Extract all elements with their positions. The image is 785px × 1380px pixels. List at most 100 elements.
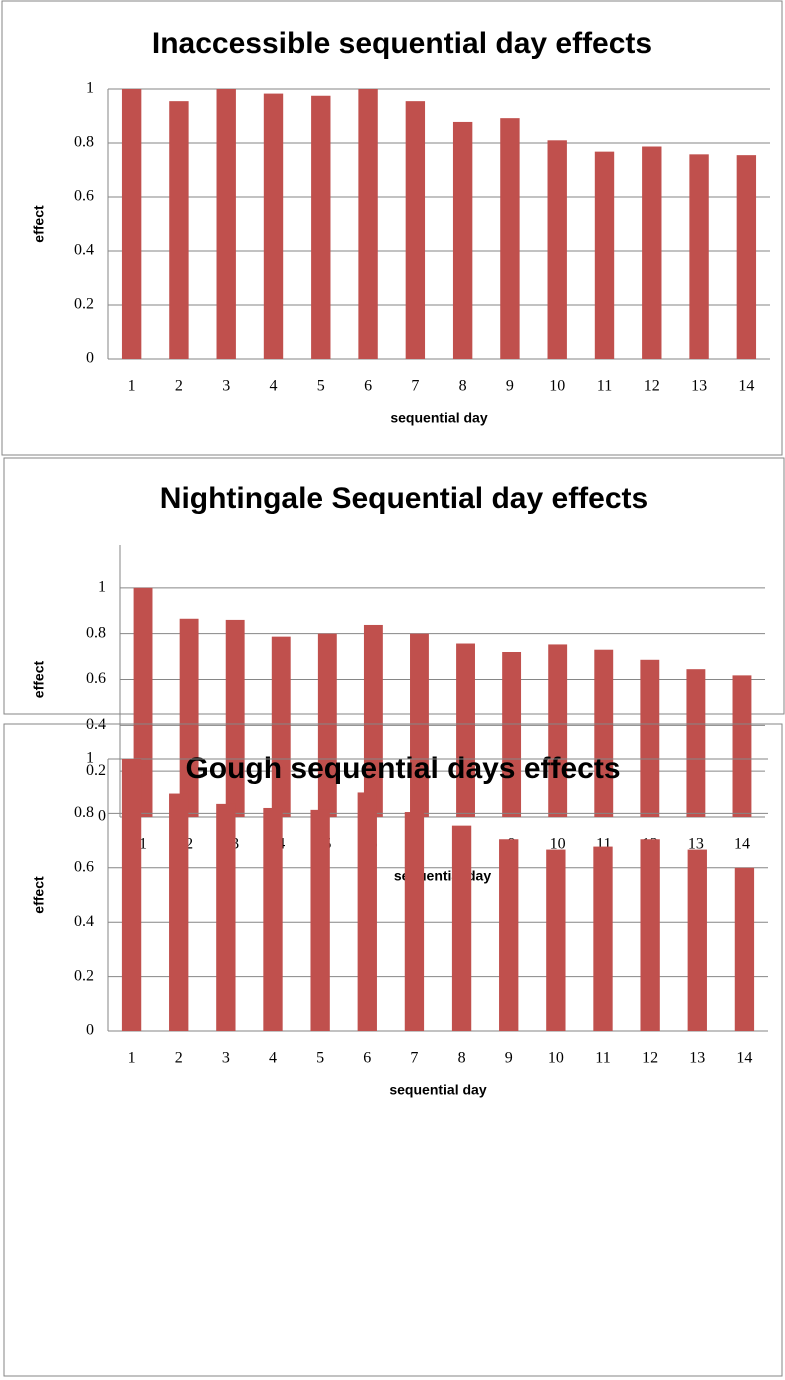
bar: [225, 619, 245, 817]
y-tick-label: 0: [86, 350, 94, 367]
bar: [121, 89, 142, 359]
x-tick-label: 11: [597, 378, 612, 395]
y-tick-label: 0.6: [74, 188, 94, 205]
bar: [456, 643, 475, 817]
x-tick-label: 13: [688, 836, 704, 853]
chart-title: Nightingale Sequential day effects: [160, 482, 648, 515]
bar: [594, 649, 614, 817]
bar: [271, 636, 291, 817]
bar: [687, 849, 707, 1031]
x-tick-label: 8: [458, 1050, 466, 1067]
x-tick-label: 2: [185, 836, 193, 853]
bar: [594, 151, 615, 359]
x-tick-label: 14: [736, 1050, 752, 1067]
x-tick-label: 9: [505, 1050, 513, 1067]
y-tick-label: 0.2: [74, 967, 94, 984]
y-tick-label: 0.4: [86, 716, 106, 733]
chart-border: [3, 457, 785, 715]
y-tick-label: 0.2: [86, 762, 106, 779]
x-tick-label: 2: [175, 1050, 183, 1067]
x-tick-label: 2: [175, 378, 183, 395]
x-tick-label: 10: [550, 836, 566, 853]
x-axis-label: sequential day: [389, 1082, 486, 1098]
x-tick-label: 14: [734, 836, 750, 853]
bar: [640, 839, 660, 1031]
y-tick-label: 0.8: [86, 624, 106, 641]
bar: [179, 618, 199, 817]
x-tick-label: 12: [644, 378, 660, 395]
bar: [734, 867, 755, 1031]
x-tick-label: 1: [128, 1050, 136, 1067]
x-tick-label: 13: [691, 378, 707, 395]
x-tick-label: 4: [270, 378, 278, 395]
x-tick-label: 11: [595, 1050, 610, 1067]
chart-title: Inaccessible sequential day effects: [152, 27, 652, 60]
x-tick-label: 5: [317, 378, 325, 395]
x-tick-label: 10: [548, 1050, 564, 1067]
y-axis-label: effect: [31, 660, 47, 698]
y-tick-label: 0.6: [74, 858, 94, 875]
y-axis-label: effect: [31, 205, 47, 243]
bar: [546, 849, 566, 1031]
x-tick-label: 7: [411, 378, 419, 395]
bar: [363, 624, 383, 817]
y-tick-label: 0: [86, 1022, 94, 1039]
bar: [311, 95, 331, 359]
bar: [499, 839, 519, 1031]
bar: [640, 659, 660, 817]
y-tick-label: 1: [98, 579, 106, 596]
y-tick-label: 0.8: [74, 134, 94, 151]
y-tick-label: 0.8: [74, 804, 94, 821]
y-tick-label: 0: [98, 808, 106, 825]
bar: [502, 652, 522, 817]
y-tick-label: 1: [86, 750, 94, 767]
x-tick-label: 3: [222, 378, 230, 395]
x-tick-label: 13: [689, 1050, 705, 1067]
y-tick-label: 0.2: [74, 296, 94, 313]
x-tick-label: 4: [269, 1050, 277, 1067]
y-tick-label: 1: [86, 80, 94, 97]
bar: [216, 803, 236, 1031]
y-tick-label: 0.6: [86, 670, 106, 687]
chart-border: [1, 0, 783, 456]
bar: [121, 759, 142, 1031]
bar: [169, 793, 189, 1031]
bar: [317, 633, 337, 817]
bar: [736, 155, 757, 359]
chart-border: [3, 723, 783, 1377]
bar: [263, 807, 283, 1031]
x-tick-label: 14: [738, 378, 754, 395]
bar: [686, 669, 706, 817]
bar: [548, 644, 568, 817]
chart-title: Gough sequential days effects: [185, 752, 620, 785]
x-tick-label: 6: [364, 378, 372, 395]
bar: [451, 825, 472, 1031]
y-tick-label: 0.4: [74, 913, 94, 930]
bar: [357, 792, 377, 1031]
bar: [593, 846, 613, 1031]
bar: [452, 121, 473, 359]
bar: [358, 89, 378, 359]
bar: [642, 146, 662, 359]
bar: [547, 140, 567, 359]
bar: [405, 101, 426, 360]
bar: [732, 675, 752, 817]
x-tick-label: 12: [642, 1050, 658, 1067]
x-tick-label: 3: [222, 1050, 230, 1067]
x-tick-label: 5: [316, 1050, 324, 1067]
x-tick-label: 1: [139, 836, 147, 853]
y-axis-label: effect: [31, 876, 47, 914]
bar: [169, 101, 189, 360]
bar: [216, 89, 236, 359]
bar: [689, 154, 709, 359]
x-tick-label: 7: [410, 1050, 418, 1067]
x-tick-label: 1: [128, 378, 136, 395]
bar: [410, 633, 429, 817]
bar: [310, 809, 330, 1031]
y-tick-label: 0.4: [74, 242, 94, 259]
x-axis-label: sequential day: [390, 410, 487, 426]
x-tick-label: 8: [459, 378, 467, 395]
bar: [263, 93, 284, 359]
x-tick-label: 6: [363, 1050, 371, 1067]
